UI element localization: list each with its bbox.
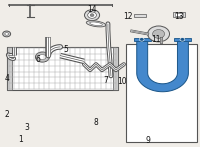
- Circle shape: [153, 30, 165, 38]
- Text: 12: 12: [123, 12, 133, 21]
- Circle shape: [5, 33, 8, 35]
- Text: 2: 2: [4, 110, 9, 119]
- Polygon shape: [137, 41, 188, 92]
- Text: 3: 3: [24, 123, 29, 132]
- Bar: [174, 37, 191, 41]
- Text: 10: 10: [117, 77, 127, 86]
- Circle shape: [88, 12, 96, 18]
- Circle shape: [148, 26, 170, 42]
- Circle shape: [3, 31, 11, 37]
- Circle shape: [90, 14, 94, 17]
- Text: 5: 5: [64, 45, 69, 54]
- Text: 13: 13: [175, 12, 184, 21]
- Circle shape: [6, 53, 11, 57]
- Bar: [113, 47, 118, 90]
- Bar: [126, 44, 197, 142]
- Ellipse shape: [86, 21, 106, 27]
- Text: 14: 14: [87, 5, 97, 14]
- Ellipse shape: [90, 22, 102, 26]
- Bar: [134, 37, 151, 41]
- Circle shape: [85, 10, 100, 21]
- Circle shape: [35, 52, 49, 62]
- Text: 8: 8: [94, 118, 98, 127]
- Text: 1: 1: [18, 135, 23, 144]
- Circle shape: [139, 38, 144, 41]
- Circle shape: [39, 54, 46, 60]
- Text: 6: 6: [36, 55, 41, 64]
- Bar: [7, 47, 118, 90]
- Text: 4: 4: [4, 74, 9, 83]
- Bar: [7, 47, 12, 90]
- Bar: [175, 12, 183, 16]
- Text: 9: 9: [145, 136, 150, 145]
- Bar: [134, 14, 146, 17]
- Bar: [173, 11, 185, 17]
- Text: 11: 11: [151, 35, 160, 44]
- Circle shape: [180, 38, 185, 41]
- Text: 7: 7: [104, 76, 108, 85]
